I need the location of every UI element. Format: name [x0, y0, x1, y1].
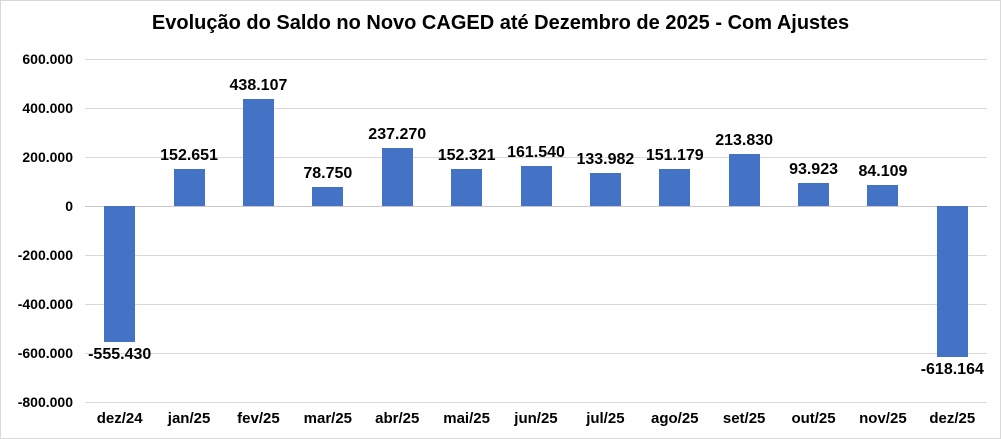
gridline — [85, 59, 987, 60]
bar-abr-25 — [381, 147, 413, 206]
x-axis-label-jun-25: jun/25 — [514, 410, 558, 427]
bar-jan-25 — [173, 168, 205, 206]
bar-value-label-nov-25: 84.109 — [858, 163, 908, 181]
y-axis-tick-label: -800.000 — [17, 394, 73, 410]
bar-fev-25 — [242, 98, 274, 206]
gridline — [85, 353, 987, 354]
bar-value-label-set-25: 213.830 — [715, 131, 774, 149]
x-axis-label-set-25: set/25 — [722, 410, 766, 427]
bar-value-label-abr-25: 237.270 — [368, 125, 427, 143]
x-axis-label-jul-25: jul/25 — [586, 410, 625, 427]
bar-value-label-dez-25: -618.164 — [920, 361, 984, 379]
x-axis-label-out-25: out/25 — [791, 410, 836, 427]
bar-dez-25 — [936, 206, 968, 358]
x-axis-label-jan-25: jan/25 — [167, 410, 211, 427]
x-axis-label-dez-25: dez/25 — [929, 410, 976, 427]
x-axis-label-nov-25: nov/25 — [859, 410, 907, 427]
y-axis-tick-label: 200.000 — [22, 149, 73, 165]
gridline — [85, 108, 987, 109]
bar-value-label-mai-25: 152.321 — [437, 146, 496, 164]
bar-value-label-mar-25: 78.750 — [303, 164, 353, 182]
bar-value-label-out-25: 93.923 — [789, 160, 838, 178]
bar-jul-25 — [589, 173, 621, 206]
bar-jun-25 — [520, 166, 552, 206]
bar-value-label-jan-25: 152.651 — [160, 146, 218, 164]
x-axis-label-ago-25: ago/25 — [650, 410, 699, 427]
y-axis-tick-label: 600.000 — [22, 51, 73, 67]
x-axis-label-abr-25: abr/25 — [375, 410, 420, 427]
gridline — [85, 402, 987, 403]
bar-value-label-fev-25: 438.107 — [229, 76, 288, 94]
x-axis-label-mai-25: mai/25 — [443, 410, 490, 427]
y-axis-tick-label: -200.000 — [17, 247, 73, 263]
x-axis-label-dez-24: dez/24 — [96, 410, 143, 427]
chart-title: Evolução do Saldo no Novo CAGED até Deze… — [151, 12, 850, 34]
bar-ago-25 — [659, 168, 691, 206]
y-axis-tick-label: 400.000 — [22, 100, 73, 116]
bar-value-label-ago-25: 151.179 — [645, 146, 704, 164]
bar-out-25 — [798, 182, 830, 206]
y-axis-tick-label: 0 — [65, 198, 73, 214]
bar-value-label-jul-25: 133.982 — [576, 151, 635, 169]
bar-dez-24 — [104, 206, 136, 343]
bar-mar-25 — [312, 186, 344, 206]
gridline — [85, 157, 987, 158]
zero-axis-line — [85, 206, 987, 207]
bar-nov-25 — [867, 185, 899, 206]
gridline — [85, 304, 987, 305]
gridline — [85, 255, 987, 256]
bar-value-label-jun-25: 161.540 — [507, 144, 565, 162]
bar-value-label-dez-24: -555.430 — [88, 346, 152, 364]
bar-mai-25 — [451, 168, 483, 206]
y-axis-tick-label: -600.000 — [17, 345, 73, 361]
x-axis-label-fev-25: fev/25 — [237, 410, 280, 427]
x-axis-label-mar-25: mar/25 — [303, 410, 353, 427]
y-axis-tick-label: -400.000 — [17, 296, 73, 312]
bar-set-25 — [728, 153, 760, 206]
